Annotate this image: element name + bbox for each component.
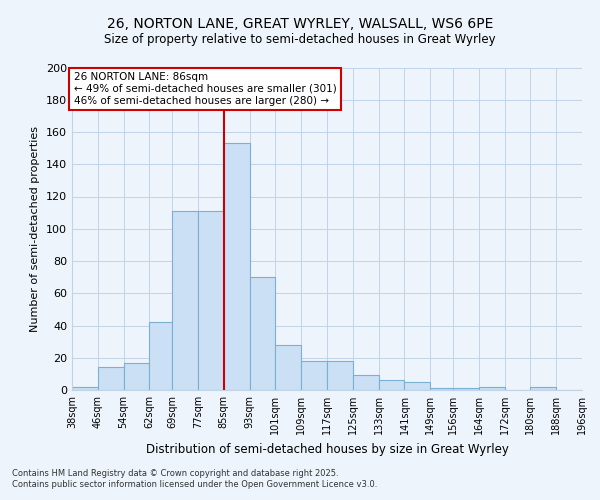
Bar — [530, 387, 556, 390]
Bar — [72, 387, 98, 390]
Text: Size of property relative to semi-detached houses in Great Wyrley: Size of property relative to semi-detach… — [104, 32, 496, 46]
Bar — [124, 362, 149, 390]
Text: Contains HM Land Registry data © Crown copyright and database right 2025.: Contains HM Land Registry data © Crown c… — [12, 468, 338, 477]
Bar — [379, 380, 404, 390]
Bar — [404, 382, 430, 390]
Bar — [301, 361, 327, 390]
Y-axis label: Number of semi-detached properties: Number of semi-detached properties — [31, 126, 40, 332]
Text: 26, NORTON LANE, GREAT WYRLEY, WALSALL, WS6 6PE: 26, NORTON LANE, GREAT WYRLEY, WALSALL, … — [107, 18, 493, 32]
Bar — [430, 388, 453, 390]
Bar — [224, 144, 250, 390]
Bar — [353, 376, 379, 390]
Bar — [172, 211, 198, 390]
X-axis label: Distribution of semi-detached houses by size in Great Wyrley: Distribution of semi-detached houses by … — [146, 442, 508, 456]
Bar — [479, 387, 505, 390]
Bar — [275, 345, 301, 390]
Text: Contains public sector information licensed under the Open Government Licence v3: Contains public sector information licen… — [12, 480, 377, 489]
Bar — [98, 368, 124, 390]
Bar — [250, 277, 275, 390]
Text: 26 NORTON LANE: 86sqm
← 49% of semi-detached houses are smaller (301)
46% of sem: 26 NORTON LANE: 86sqm ← 49% of semi-deta… — [74, 72, 337, 106]
Bar — [198, 211, 224, 390]
Bar — [453, 388, 479, 390]
Bar — [327, 361, 353, 390]
Bar — [149, 322, 172, 390]
